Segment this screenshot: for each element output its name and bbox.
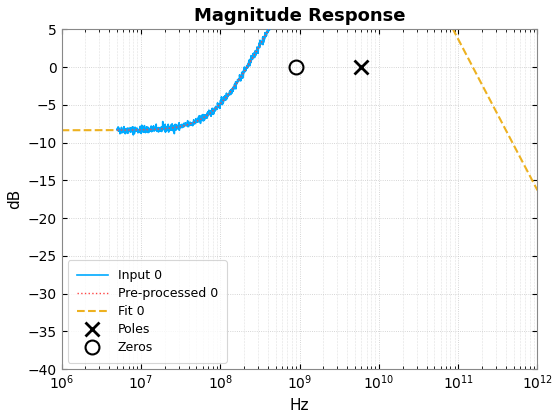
Fit 0 [58,128,65,133]
Fit 0 [525,170,531,175]
Input 0 [114,127,120,132]
Pre-processed 0 [251,52,258,57]
Input 0 [257,42,264,47]
Input 0 [251,48,258,53]
Pre-processed 0 [202,114,209,119]
Fit 0 [241,69,248,74]
Legend: Input 0, Pre-processed 0, Fit 0, Poles, Zeros: Input 0, Pre-processed 0, Fit 0, Poles, … [68,260,227,363]
Fit 0 [262,34,268,39]
Line: Pre-processed 0: Pre-processed 0 [117,0,379,130]
Pre-processed 0 [148,127,155,132]
Line: Input 0: Input 0 [117,0,379,135]
Input 0 [149,129,156,134]
Input 0 [158,124,165,129]
Fit 0 [113,128,119,133]
Pre-processed 0 [256,42,263,47]
Fit 0 [474,73,480,78]
Input 0 [227,88,234,93]
Input 0 [202,113,209,118]
Title: Magnitude Response: Magnitude Response [194,7,405,25]
Fit 0 [534,188,541,193]
X-axis label: Hz: Hz [290,398,309,413]
Pre-processed 0 [158,126,165,131]
Pre-processed 0 [114,128,120,133]
Input 0 [130,132,137,137]
Pre-processed 0 [227,89,234,94]
Y-axis label: dB: dB [7,189,22,209]
Fit 0 [141,127,147,132]
Line: Fit 0: Fit 0 [62,0,538,190]
